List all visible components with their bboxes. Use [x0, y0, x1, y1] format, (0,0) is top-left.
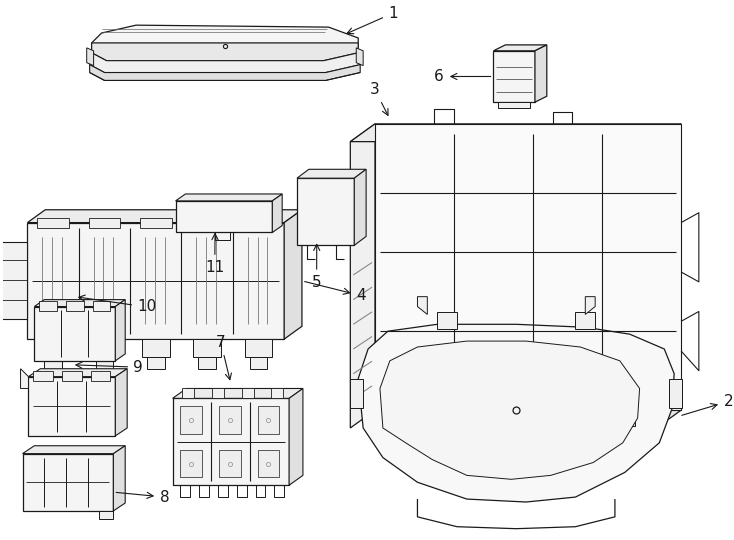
Text: 7: 7: [216, 335, 231, 380]
Polygon shape: [356, 48, 363, 66]
Polygon shape: [437, 313, 457, 329]
Text: 10: 10: [79, 295, 156, 314]
Polygon shape: [181, 450, 203, 477]
Polygon shape: [33, 370, 53, 381]
Text: 1: 1: [347, 6, 398, 33]
Text: 9: 9: [76, 360, 143, 375]
Polygon shape: [142, 339, 170, 357]
Polygon shape: [244, 339, 272, 357]
Polygon shape: [181, 406, 203, 434]
Polygon shape: [250, 357, 267, 369]
Polygon shape: [375, 124, 681, 410]
Polygon shape: [350, 124, 375, 428]
Polygon shape: [513, 410, 531, 426]
Polygon shape: [358, 325, 674, 502]
Polygon shape: [418, 296, 427, 314]
Polygon shape: [66, 301, 84, 312]
Polygon shape: [115, 300, 126, 361]
Polygon shape: [258, 450, 279, 477]
Polygon shape: [175, 201, 272, 233]
Polygon shape: [0, 242, 27, 319]
Polygon shape: [272, 194, 282, 233]
Text: 3: 3: [370, 82, 388, 116]
Polygon shape: [40, 301, 57, 312]
Polygon shape: [297, 170, 366, 178]
Polygon shape: [454, 410, 472, 426]
Polygon shape: [147, 357, 164, 369]
Polygon shape: [219, 406, 241, 434]
Polygon shape: [23, 446, 126, 454]
Polygon shape: [21, 369, 29, 388]
Polygon shape: [90, 65, 360, 80]
Polygon shape: [355, 170, 366, 245]
Polygon shape: [395, 410, 413, 426]
Polygon shape: [498, 102, 530, 108]
Polygon shape: [172, 399, 289, 485]
Polygon shape: [183, 388, 195, 399]
Polygon shape: [62, 370, 81, 381]
Polygon shape: [29, 376, 115, 436]
Polygon shape: [297, 178, 355, 245]
Polygon shape: [284, 210, 302, 339]
Polygon shape: [258, 406, 279, 434]
Polygon shape: [289, 388, 303, 485]
Text: 2: 2: [682, 394, 733, 415]
Polygon shape: [95, 357, 113, 369]
Polygon shape: [113, 446, 126, 511]
Polygon shape: [29, 369, 127, 376]
Polygon shape: [27, 222, 284, 339]
Polygon shape: [34, 307, 115, 361]
Polygon shape: [37, 218, 69, 227]
Polygon shape: [89, 218, 120, 227]
Polygon shape: [115, 369, 127, 436]
Polygon shape: [243, 218, 275, 227]
Polygon shape: [493, 51, 535, 102]
Polygon shape: [175, 194, 282, 201]
Polygon shape: [493, 45, 547, 51]
Polygon shape: [92, 301, 110, 312]
Polygon shape: [198, 357, 216, 369]
Polygon shape: [212, 388, 224, 399]
Polygon shape: [535, 45, 547, 102]
Polygon shape: [193, 339, 221, 357]
Polygon shape: [585, 296, 595, 314]
Polygon shape: [90, 53, 360, 72]
Polygon shape: [91, 339, 118, 357]
Polygon shape: [272, 388, 283, 399]
Polygon shape: [192, 218, 223, 227]
Polygon shape: [380, 341, 639, 480]
Polygon shape: [34, 300, 126, 307]
Text: 4: 4: [305, 281, 366, 303]
Polygon shape: [44, 357, 62, 369]
Polygon shape: [92, 25, 358, 60]
Polygon shape: [375, 124, 681, 410]
Polygon shape: [656, 124, 681, 428]
Text: 6: 6: [435, 69, 491, 84]
Polygon shape: [87, 48, 94, 66]
Polygon shape: [562, 410, 581, 426]
Polygon shape: [241, 388, 253, 399]
Polygon shape: [40, 339, 67, 357]
Text: 11: 11: [206, 233, 225, 275]
Polygon shape: [27, 210, 302, 222]
Polygon shape: [91, 370, 110, 381]
Text: 5: 5: [312, 245, 321, 290]
Polygon shape: [219, 450, 241, 477]
Polygon shape: [350, 379, 363, 408]
Polygon shape: [140, 218, 172, 227]
Text: 8: 8: [116, 490, 170, 504]
Polygon shape: [575, 313, 595, 329]
Polygon shape: [669, 379, 682, 408]
Polygon shape: [92, 43, 358, 60]
Polygon shape: [172, 388, 303, 399]
Polygon shape: [617, 410, 635, 426]
Polygon shape: [350, 124, 681, 141]
Polygon shape: [23, 454, 113, 511]
Polygon shape: [98, 511, 113, 519]
